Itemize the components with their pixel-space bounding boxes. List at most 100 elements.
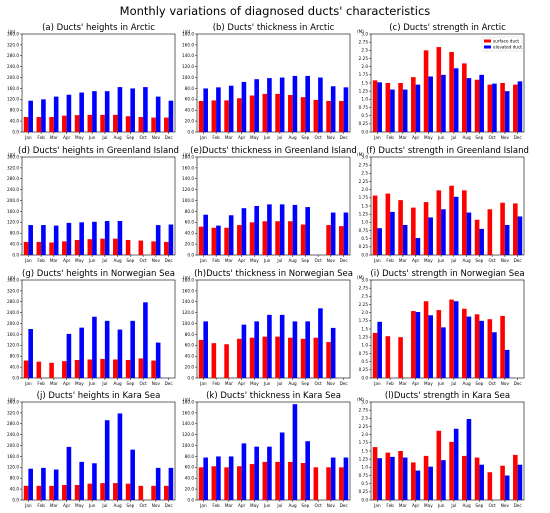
bar-surface [398, 451, 403, 500]
y-tick-label: 1.25 [359, 335, 369, 340]
x-tick-label: Dec [514, 381, 523, 386]
x-tick-label: Oct [489, 503, 497, 508]
y-tick-label: 100.0 [182, 75, 194, 80]
bar-elevated [104, 91, 110, 132]
panel-title: (l)Ducts' strength in Kara Sea [385, 391, 510, 401]
y-tick-label: 2.0 [361, 310, 368, 315]
bar-surface [411, 311, 416, 378]
panel-title: (h)Ducts' thickness in Norwegian Sea [194, 269, 353, 279]
bar-surface [62, 485, 67, 500]
panel-title: (f) Ducts' strength in Greenland Island [366, 146, 529, 156]
bar-elevated [117, 87, 123, 132]
bar-surface [500, 202, 505, 255]
bar-elevated [168, 100, 174, 132]
x-tick-label: Nov [327, 503, 336, 508]
bar-surface [23, 241, 29, 255]
y-unit-label: (m) [183, 397, 191, 402]
y-tick-label: 100.0 [182, 198, 194, 203]
x-tick-label: Oct [315, 135, 323, 140]
y-tick-label: 0.0 [187, 497, 194, 502]
y-tick-label: 2.0 [361, 432, 368, 437]
bar-elevated [117, 220, 123, 255]
x-tick-label: Jan [373, 135, 381, 140]
x-tick-label: Mar [399, 258, 407, 263]
x-tick-label: Dec [165, 503, 174, 508]
y-tick-label: 160.0 [7, 332, 19, 337]
bar-surface [411, 207, 416, 255]
bar-surface [249, 222, 255, 255]
bar-surface [198, 100, 204, 132]
y-tick-label: 0.0 [187, 129, 194, 134]
bar-surface [449, 51, 454, 132]
x-tick-label: Aug [463, 503, 472, 508]
y-tick-label: 40.0 [185, 108, 195, 113]
x-tick-label: Sep [475, 258, 483, 263]
x-tick-label: May [250, 381, 259, 386]
bar-surface [275, 221, 280, 255]
bar-surface [300, 338, 306, 378]
x-tick-label: May [75, 503, 84, 508]
y-tick-label: 0.75 [359, 228, 369, 233]
x-tick-label: Jul [101, 381, 107, 386]
bar-surface [449, 299, 454, 378]
bar-elevated [453, 196, 459, 255]
bar-elevated [279, 432, 285, 500]
bar-surface [513, 203, 518, 255]
x-tick-label: Jul [276, 503, 282, 508]
x-tick-label: Apr [238, 135, 246, 140]
x-tick-label: Apr [63, 135, 71, 140]
x-tick-label: Sep [301, 381, 309, 386]
axes-frame [196, 33, 351, 133]
x-tick-label: Jun [263, 381, 271, 386]
bar-elevated [318, 77, 323, 132]
x-tick-label: Sep [301, 503, 309, 508]
bar-elevated [466, 78, 472, 132]
bar-surface [224, 100, 229, 132]
y-tick-label: 160.0 [7, 86, 19, 91]
x-tick-label: Feb [212, 381, 220, 386]
y-tick-label: 0.25 [359, 367, 369, 372]
bar-surface [36, 485, 42, 500]
x-tick-label: May [250, 503, 259, 508]
panel: (l)Ducts' strength in Kara Sea (M) 0.0 0.25… [357, 391, 525, 508]
x-tick-label: Jan [373, 381, 381, 386]
bar-surface [36, 241, 42, 255]
y-unit-label: (M) [357, 275, 364, 280]
bar-surface [113, 359, 118, 378]
y-tick-label: 60.0 [185, 220, 195, 225]
bar-surface [398, 337, 403, 378]
panel: (f) Ducts' strength in Greenland Island(… [357, 146, 529, 263]
bar-elevated [343, 457, 349, 500]
x-tick-label: Mar [225, 381, 233, 386]
bar-surface [385, 193, 391, 255]
y-tick-label: 320.0 [7, 165, 19, 170]
x-tick-label: Jun [263, 135, 271, 140]
x-tick-label: Jun [437, 503, 445, 508]
bar-surface [487, 209, 493, 255]
x-tick-label: Jul [276, 258, 282, 263]
bar-surface [49, 242, 54, 255]
x-tick-label: Aug [114, 258, 123, 263]
y-tick-label: 1.75 [359, 318, 369, 323]
y-tick-label: 0.0 [12, 129, 19, 134]
y-tick-label: 120.0 [182, 310, 194, 315]
x-tick-label: Oct [489, 381, 497, 386]
bar-elevated [453, 68, 459, 132]
bar-elevated [66, 333, 72, 378]
y-tick-label: 40.0 [185, 476, 195, 481]
bar-elevated [305, 75, 310, 132]
bar-surface [211, 227, 217, 255]
panel: (g) Ducts' heights in Norwegian Sea (m) 0.… [7, 269, 176, 386]
bar-elevated [377, 321, 382, 378]
bar-elevated [305, 207, 310, 255]
bar-surface [423, 202, 429, 255]
bar-surface [300, 224, 306, 255]
bar-elevated [466, 316, 472, 378]
x-tick-label: Jul [450, 135, 456, 140]
bar-surface [462, 455, 467, 500]
y-tick-label: 2.75 [359, 408, 369, 413]
bar-elevated [504, 91, 510, 132]
x-tick-label: Apr [412, 258, 420, 263]
y-unit-label: (m) [183, 152, 191, 157]
